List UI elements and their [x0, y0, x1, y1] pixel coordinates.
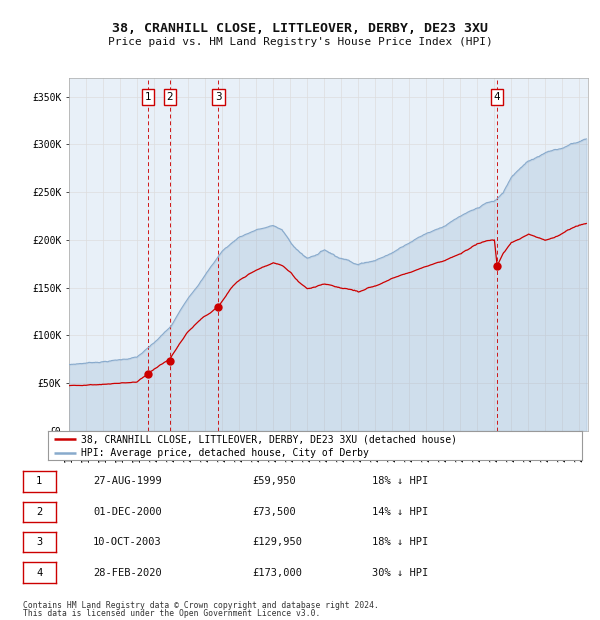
Text: £129,950: £129,950 — [252, 537, 302, 547]
Text: 1: 1 — [36, 476, 43, 487]
Text: 10-OCT-2003: 10-OCT-2003 — [93, 537, 162, 547]
Text: 28-FEB-2020: 28-FEB-2020 — [93, 567, 162, 578]
Text: This data is licensed under the Open Government Licence v3.0.: This data is licensed under the Open Gov… — [23, 609, 320, 618]
Text: £173,000: £173,000 — [252, 567, 302, 578]
Text: 2: 2 — [166, 92, 173, 102]
Text: £59,950: £59,950 — [252, 476, 296, 487]
Text: 18% ↓ HPI: 18% ↓ HPI — [372, 537, 428, 547]
Text: 4: 4 — [494, 92, 500, 102]
Text: 38, CRANHILL CLOSE, LITTLEOVER, DERBY, DE23 3XU (detached house): 38, CRANHILL CLOSE, LITTLEOVER, DERBY, D… — [81, 434, 457, 444]
Text: 27-AUG-1999: 27-AUG-1999 — [93, 476, 162, 487]
Text: 4: 4 — [36, 567, 43, 578]
Text: HPI: Average price, detached house, City of Derby: HPI: Average price, detached house, City… — [81, 448, 369, 458]
Text: 38, CRANHILL CLOSE, LITTLEOVER, DERBY, DE23 3XU: 38, CRANHILL CLOSE, LITTLEOVER, DERBY, D… — [112, 22, 488, 35]
Text: 14% ↓ HPI: 14% ↓ HPI — [372, 507, 428, 517]
Text: Price paid vs. HM Land Registry's House Price Index (HPI): Price paid vs. HM Land Registry's House … — [107, 37, 493, 47]
Text: Contains HM Land Registry data © Crown copyright and database right 2024.: Contains HM Land Registry data © Crown c… — [23, 601, 379, 610]
Text: £73,500: £73,500 — [252, 507, 296, 517]
Text: 3: 3 — [36, 537, 43, 547]
Text: 01-DEC-2000: 01-DEC-2000 — [93, 507, 162, 517]
Text: 18% ↓ HPI: 18% ↓ HPI — [372, 476, 428, 487]
Text: 3: 3 — [215, 92, 222, 102]
Text: 1: 1 — [145, 92, 151, 102]
Text: 2: 2 — [36, 507, 43, 517]
Text: 30% ↓ HPI: 30% ↓ HPI — [372, 567, 428, 578]
